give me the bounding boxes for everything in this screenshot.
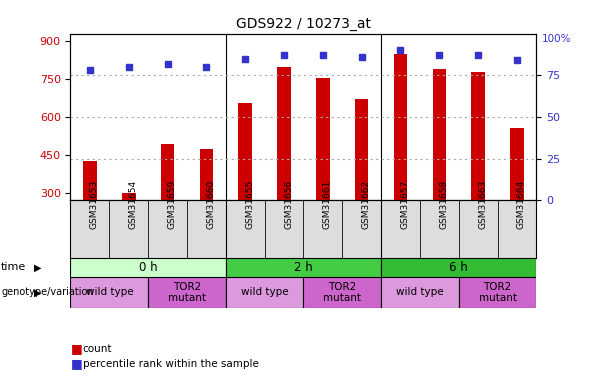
Text: 100%: 100% bbox=[542, 34, 571, 44]
Text: ▶: ▶ bbox=[34, 262, 41, 272]
Bar bbox=[109, 200, 148, 258]
Bar bbox=[226, 278, 303, 308]
Bar bbox=[122, 193, 135, 200]
Bar bbox=[303, 278, 381, 308]
Bar bbox=[148, 200, 187, 258]
Bar bbox=[187, 200, 226, 258]
Bar bbox=[238, 103, 252, 200]
Text: genotype/variation: genotype/variation bbox=[1, 287, 94, 297]
Bar bbox=[303, 200, 342, 258]
Bar bbox=[316, 78, 330, 200]
Text: 0 h: 0 h bbox=[139, 261, 158, 274]
Text: GSM31656: GSM31656 bbox=[284, 180, 293, 230]
Text: percentile rank within the sample: percentile rank within the sample bbox=[83, 359, 259, 369]
Bar bbox=[265, 200, 303, 258]
Bar bbox=[277, 66, 291, 200]
Bar bbox=[200, 148, 213, 200]
Bar bbox=[70, 278, 148, 308]
Bar bbox=[459, 200, 498, 258]
Text: ■: ■ bbox=[70, 342, 82, 355]
Text: GSM31655: GSM31655 bbox=[245, 180, 254, 230]
Text: count: count bbox=[83, 344, 112, 354]
Text: ▶: ▶ bbox=[34, 287, 41, 297]
Text: GSM31663: GSM31663 bbox=[478, 180, 487, 230]
Bar bbox=[420, 200, 459, 258]
Text: ■: ■ bbox=[70, 357, 82, 370]
Bar bbox=[226, 200, 265, 258]
Title: GDS922 / 10273_at: GDS922 / 10273_at bbox=[236, 17, 371, 32]
Bar bbox=[394, 54, 407, 200]
Bar bbox=[498, 200, 536, 258]
Text: GSM31657: GSM31657 bbox=[400, 180, 409, 230]
Bar bbox=[148, 278, 226, 308]
Bar bbox=[226, 258, 381, 278]
Text: GSM31664: GSM31664 bbox=[517, 180, 526, 230]
Bar bbox=[381, 278, 459, 308]
Bar bbox=[342, 200, 381, 258]
Text: time: time bbox=[1, 262, 26, 272]
Bar bbox=[381, 258, 536, 278]
Text: 6 h: 6 h bbox=[449, 261, 468, 274]
Text: GSM31662: GSM31662 bbox=[362, 180, 371, 230]
Text: wild type: wild type bbox=[396, 287, 444, 297]
Bar bbox=[161, 144, 174, 200]
Bar bbox=[433, 69, 446, 200]
Bar bbox=[70, 258, 226, 278]
Bar bbox=[381, 200, 420, 258]
Text: 2 h: 2 h bbox=[294, 261, 313, 274]
Bar bbox=[355, 99, 368, 200]
Text: GSM31661: GSM31661 bbox=[323, 180, 332, 230]
Text: wild type: wild type bbox=[85, 287, 133, 297]
Bar bbox=[459, 278, 536, 308]
Text: GSM31654: GSM31654 bbox=[129, 180, 138, 230]
Text: TOR2
mutant: TOR2 mutant bbox=[168, 282, 206, 303]
Bar bbox=[70, 200, 109, 258]
Text: GSM31658: GSM31658 bbox=[440, 180, 448, 230]
Text: TOR2
mutant: TOR2 mutant bbox=[479, 282, 517, 303]
Text: TOR2
mutant: TOR2 mutant bbox=[323, 282, 361, 303]
Text: GSM31659: GSM31659 bbox=[167, 180, 177, 230]
Bar bbox=[471, 72, 485, 200]
Text: GSM31660: GSM31660 bbox=[207, 180, 215, 230]
Text: wild type: wild type bbox=[241, 287, 289, 297]
Text: GSM31653: GSM31653 bbox=[90, 180, 99, 230]
Bar bbox=[510, 128, 524, 200]
Bar bbox=[83, 161, 97, 200]
